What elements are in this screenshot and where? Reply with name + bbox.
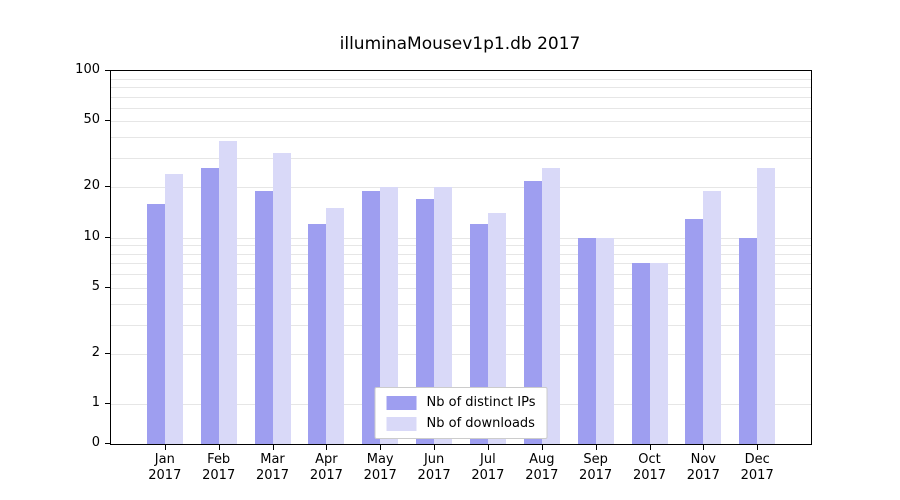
x-tick-label-mar: Mar 2017	[255, 452, 290, 483]
bar-ips-mar	[254, 191, 273, 444]
gridline-5	[111, 287, 811, 289]
bar-downloads-jan	[164, 174, 183, 444]
x-tick-mark-feb	[218, 445, 220, 450]
gridline-30	[111, 158, 811, 160]
x-tick-label-jun: Jun 2017	[417, 452, 451, 483]
x-tick-mark-aug	[541, 445, 543, 450]
legend-item-downloads: Nb of downloads	[386, 416, 536, 431]
legend-label-downloads: Nb of downloads	[426, 416, 535, 431]
bar-downloads-feb	[218, 141, 237, 444]
x-tick-mark-oct	[649, 445, 651, 450]
bar-ips-may	[362, 191, 381, 444]
bar-ips-oct	[631, 263, 650, 444]
bar-downloads-mar	[272, 153, 291, 444]
y-tick-label-5: 5	[91, 278, 100, 294]
x-tick-mark-nov	[703, 445, 705, 450]
x-tick-label-may: May 2017	[363, 452, 397, 483]
gridline-70	[111, 96, 811, 98]
x-tick-mark-mar	[272, 445, 274, 450]
y-tick-mark-5	[105, 286, 110, 288]
bar-ips-jan	[146, 203, 165, 444]
legend-item-distinct-ips: Nb of distinct IPs	[386, 395, 536, 410]
x-tick-label-apr: Apr 2017	[309, 452, 343, 483]
gridline-80	[111, 87, 811, 89]
bar-ips-nov	[685, 218, 704, 444]
x-tick-label-oct: Oct 2017	[632, 452, 667, 483]
bar-downloads-nov	[703, 191, 722, 444]
legend: Nb of distinct IPs Nb of downloads	[374, 387, 548, 439]
x-tick-mark-jun	[434, 445, 436, 450]
y-tick-label-2: 2	[91, 344, 100, 360]
bar-ips-sep	[577, 237, 596, 444]
gridline-2	[111, 353, 811, 355]
bar-downloads-aug	[541, 168, 560, 444]
y-tick-mark-100	[105, 70, 110, 71]
bar-downloads-jul	[487, 213, 506, 444]
bar-ips-jun	[416, 199, 435, 444]
x-tick-mark-apr	[326, 445, 328, 450]
x-tick-mark-jan	[164, 445, 166, 450]
bar-downloads-may	[380, 187, 399, 444]
x-tick-label-nov: Nov 2017	[686, 452, 720, 483]
x-tick-label-jan: Jan 2017	[148, 452, 182, 483]
legend-swatch-downloads	[386, 416, 417, 431]
x-tick-mark-dec	[757, 445, 759, 450]
bar-downloads-sep	[595, 237, 614, 444]
x-tick-label-jul: Jul 2017	[471, 452, 505, 483]
y-tick-label-10: 10	[83, 228, 100, 244]
y-tick-mark-10	[105, 236, 110, 238]
y-tick-mark-0	[105, 443, 110, 444]
gridline-20	[111, 187, 811, 189]
y-tick-mark-20	[105, 186, 110, 188]
x-tick-mark-jul	[487, 445, 489, 450]
x-tick-label-sep: Sep 2017	[579, 452, 613, 483]
legend-swatch-distinct-ips	[386, 395, 417, 410]
gridline-60	[111, 107, 811, 109]
x-tick-label-aug: Aug 2017	[525, 452, 559, 483]
bar-ips-apr	[308, 224, 327, 444]
gridline-7	[111, 263, 811, 265]
bar-ips-feb	[200, 168, 219, 444]
bar-ips-dec	[739, 237, 758, 444]
y-tick-label-100: 100	[75, 62, 100, 77]
y-tick-label-1: 1	[91, 395, 100, 410]
gridline-3	[111, 324, 811, 326]
plot-area: Nb of distinct IPs Nb of downloads	[110, 70, 812, 445]
chart-title: illuminaMousev1p1.db 2017	[339, 34, 581, 54]
legend-label-distinct-ips: Nb of distinct IPs	[426, 395, 536, 410]
y-tick-label-0: 0	[91, 435, 100, 450]
y-tick-mark-2	[105, 352, 110, 354]
bar-downloads-apr	[326, 208, 345, 444]
bar-downloads-dec	[757, 168, 776, 444]
gridline-4	[111, 303, 811, 305]
y-tick-mark-50	[105, 120, 110, 122]
y-tick-mark-1	[105, 403, 110, 404]
gridline-8	[111, 253, 811, 255]
x-tick-mark-sep	[595, 445, 597, 450]
x-tick-mark-may	[380, 445, 382, 450]
bar-downloads-oct	[649, 263, 668, 444]
y-tick-label-50: 50	[83, 112, 100, 128]
gridline-50	[111, 121, 811, 123]
gridline-9	[111, 245, 811, 247]
gridline-6	[111, 274, 811, 276]
x-tick-label-feb: Feb 2017	[202, 452, 236, 483]
x-tick-label-dec: Dec 2017	[740, 452, 774, 483]
bar-ips-aug	[523, 180, 542, 444]
gridline-40	[111, 137, 811, 139]
gridline-10	[111, 237, 811, 239]
bar-downloads-jun	[434, 187, 453, 444]
y-tick-label-20: 20	[83, 178, 100, 194]
gridline-90	[111, 78, 811, 80]
